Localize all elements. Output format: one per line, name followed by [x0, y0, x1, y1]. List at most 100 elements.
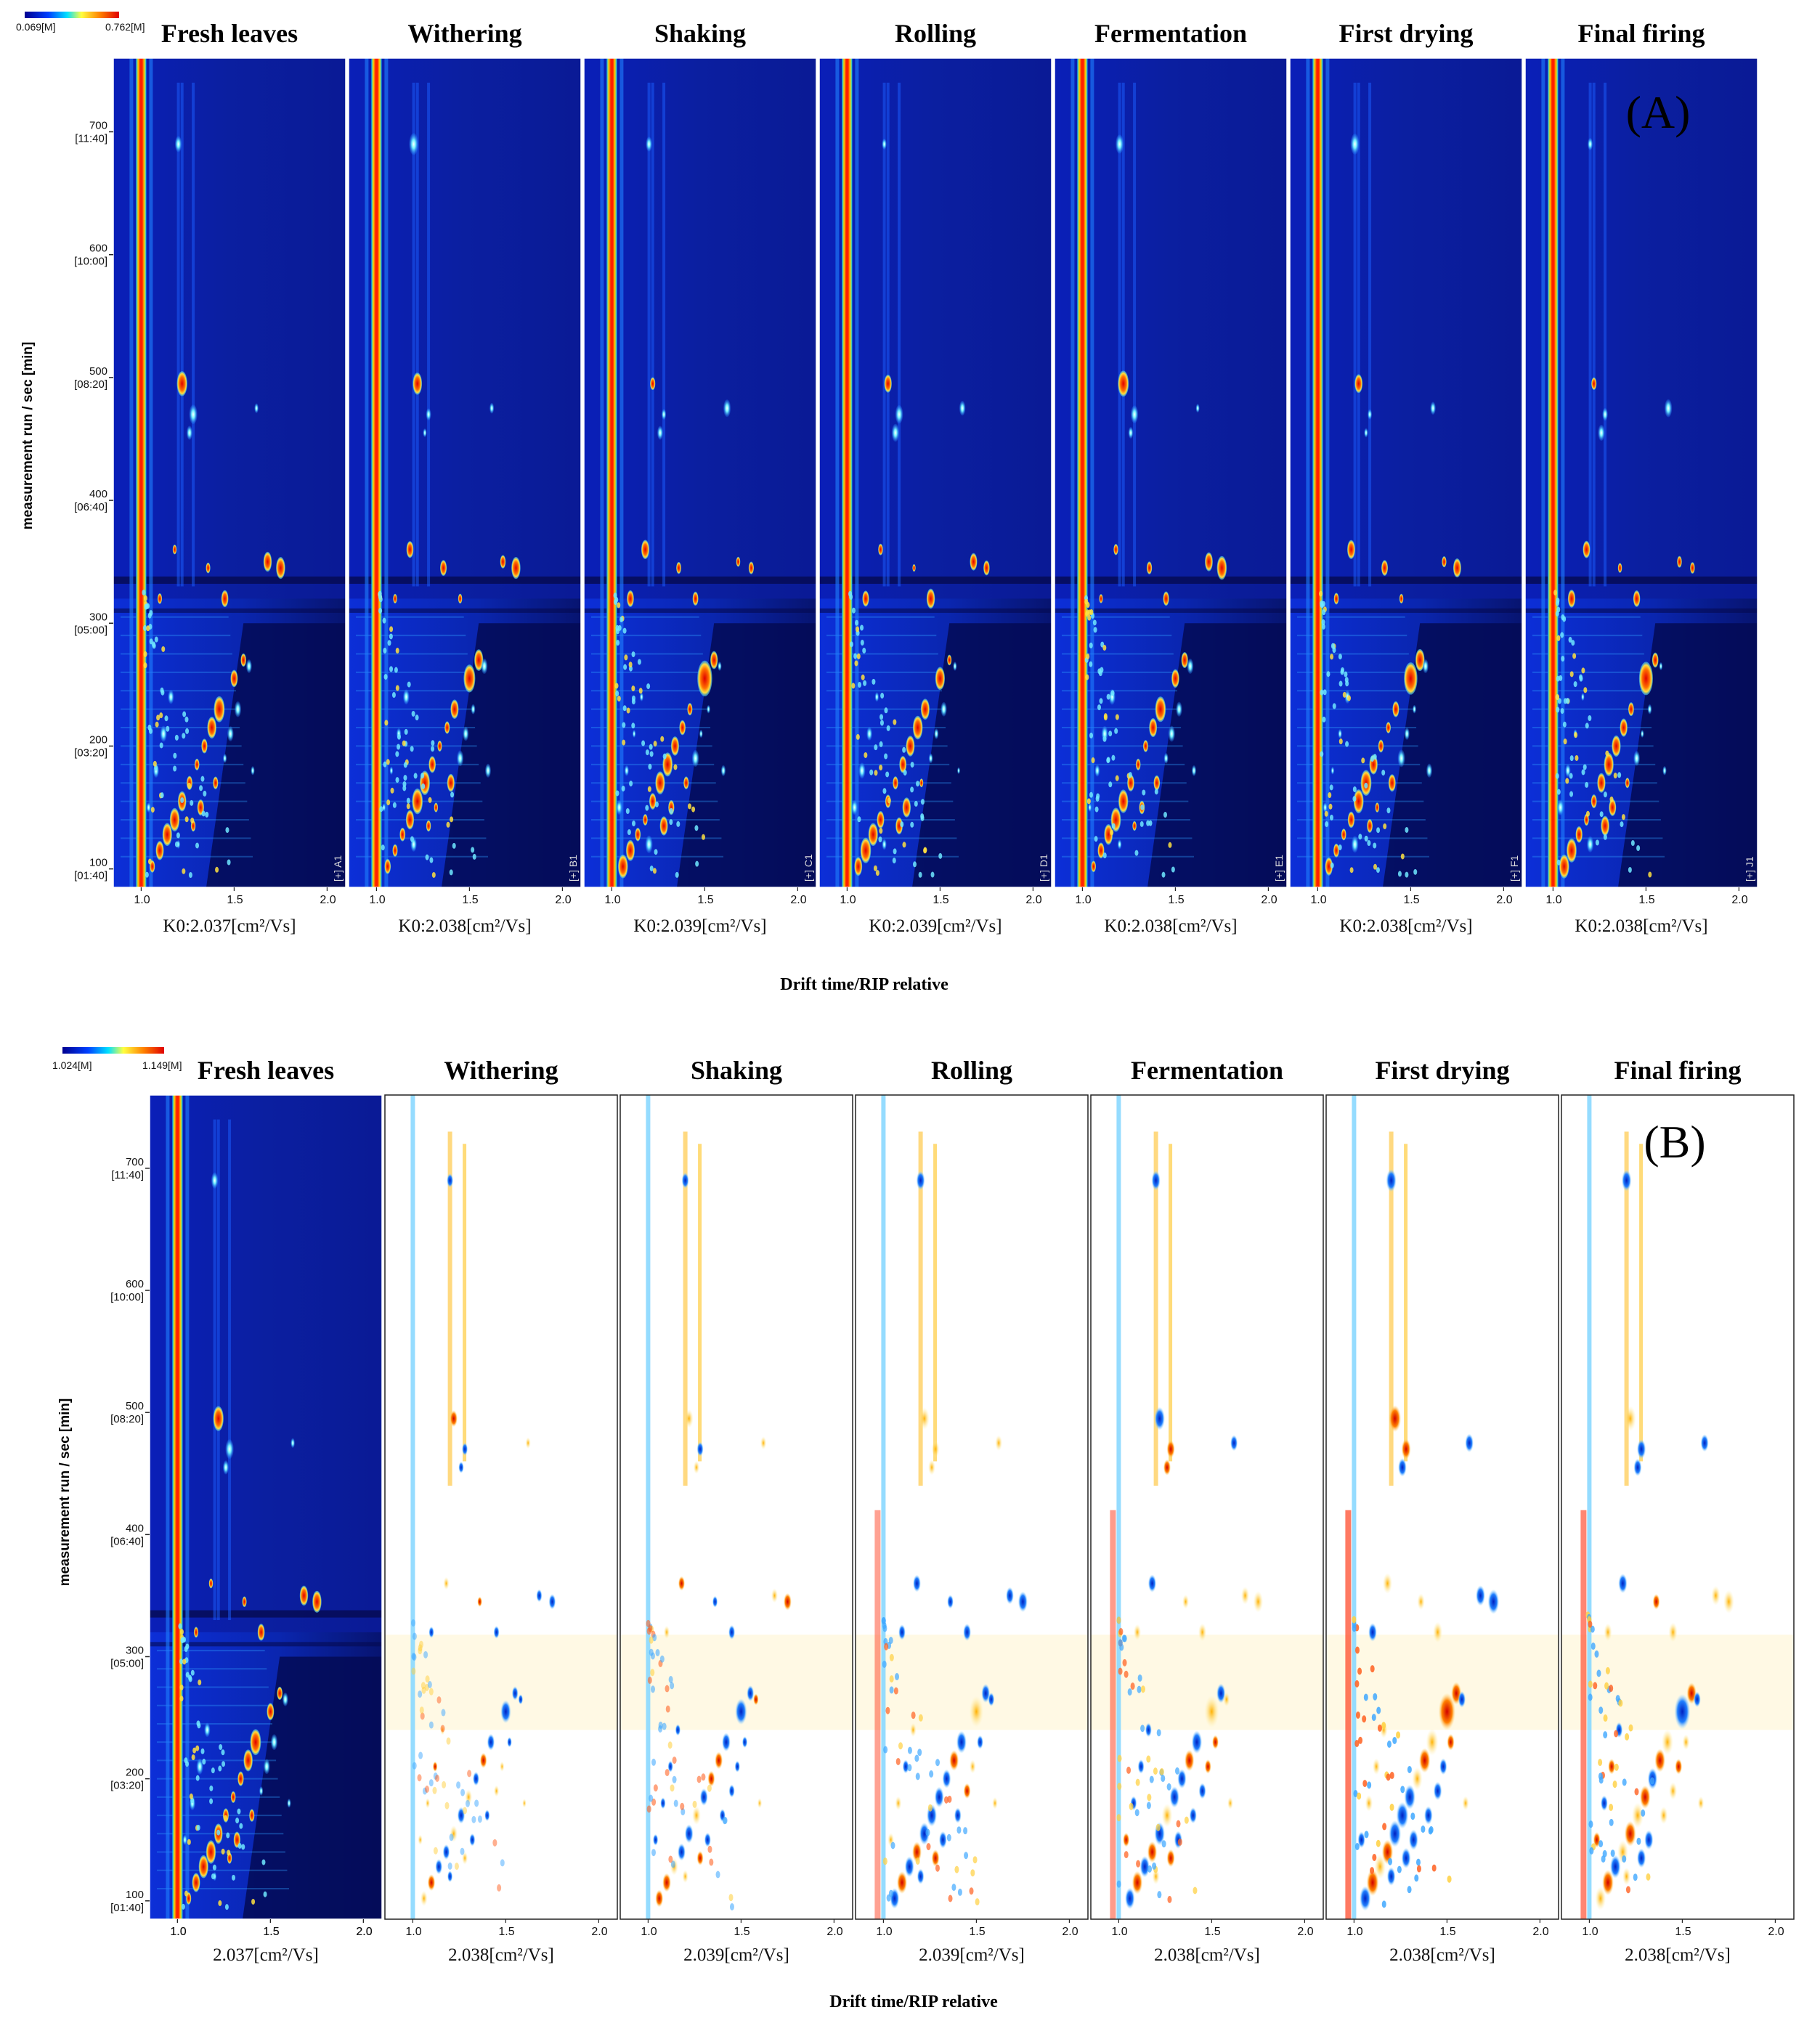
difference-spot [1654, 1749, 1666, 1772]
x-tick-label: 1.5 [1439, 1926, 1455, 1938]
heatmap-panel-fresh-leaves: Fresh leaves [+] A1 1.0 1.5 2.0 K0:2.037[cm²/… [113, 19, 346, 936]
minor-difference [471, 1815, 476, 1823]
peak-spot [1130, 405, 1139, 423]
minor-peak [179, 1684, 184, 1690]
peak-spot [736, 556, 741, 567]
minor-difference [707, 1845, 712, 1853]
minor-peak [211, 1767, 215, 1774]
peak-spot [659, 816, 668, 836]
minor-difference [665, 1705, 670, 1713]
difference-spot [1227, 1796, 1233, 1810]
difference-spot [1151, 1171, 1161, 1191]
peak-spot [1426, 763, 1432, 778]
minor-difference [1117, 1783, 1122, 1791]
difference-spot [1139, 1855, 1150, 1878]
difference-spot [1223, 1692, 1230, 1707]
dark-band [113, 608, 346, 613]
minor-peak [397, 733, 401, 740]
minor-peak [261, 1859, 266, 1865]
minor-difference [1118, 1667, 1123, 1675]
minor-peak [1328, 792, 1332, 799]
difference-spot [954, 1807, 962, 1823]
minor-peak [863, 680, 867, 686]
difference-spot [721, 1733, 731, 1752]
minor-peak [615, 691, 619, 697]
minor-peak [1108, 781, 1113, 788]
minor-peak [1089, 661, 1093, 667]
difference-background [620, 1095, 853, 1919]
minor-peak [938, 852, 943, 859]
peak-spot [866, 727, 872, 741]
minor-peak [623, 664, 627, 670]
minor-peak [649, 751, 654, 757]
minor-difference [454, 1863, 459, 1871]
minor-difference [1603, 1714, 1608, 1722]
minor-difference [1177, 1838, 1182, 1846]
x-tick-label: 1.0 [1346, 1926, 1362, 1938]
peak-spot [254, 403, 259, 413]
panel-title: Fermentation [1131, 1056, 1283, 1085]
minor-peak [1168, 842, 1172, 848]
minor-peak [903, 770, 907, 776]
x-tick-label: 1.0 [1075, 894, 1091, 906]
panel-frame [1325, 1094, 1559, 1920]
difference-spot [536, 1589, 543, 1603]
minor-peak [1115, 775, 1119, 781]
peak-spot [1350, 134, 1360, 155]
difference-spot [678, 1576, 686, 1591]
peak-spot [406, 541, 414, 558]
minor-difference [1161, 1840, 1166, 1848]
peak-spot [891, 423, 900, 442]
tail-streak [1357, 82, 1360, 587]
peak-spot [439, 560, 447, 577]
minor-peak [182, 868, 186, 874]
peak-spot [1381, 560, 1389, 576]
difference-spot [1006, 1587, 1014, 1605]
minor-difference [432, 1786, 437, 1794]
tail-streak [1353, 82, 1357, 587]
dark-band [819, 608, 1052, 613]
peak-spot [895, 404, 903, 424]
peak-spot [474, 649, 484, 671]
panel-title: First drying [1339, 19, 1474, 48]
minor-difference [956, 1826, 962, 1834]
minor-peak [902, 842, 906, 848]
minor-difference [935, 1864, 940, 1872]
difference-spot [1137, 1759, 1145, 1774]
minor-peak [202, 1759, 206, 1765]
minor-peak [188, 872, 192, 879]
minor-difference [668, 1855, 673, 1863]
difference-spot [988, 1692, 995, 1706]
minor-peak [237, 1843, 242, 1849]
minor-difference [1371, 1714, 1376, 1722]
minor-difference [1193, 1886, 1198, 1894]
minor-difference [1598, 1772, 1603, 1780]
minor-difference [1415, 1858, 1421, 1866]
minor-difference [1628, 1724, 1633, 1732]
k0-label: 2.038[cm²/Vs] [448, 1945, 554, 1965]
peak-spot [1392, 701, 1399, 717]
peak-spot [646, 137, 652, 152]
panel-frame [1090, 1094, 1324, 1920]
peak-spot [655, 771, 665, 795]
minor-peak [1569, 755, 1574, 762]
minor-peak [391, 692, 396, 699]
minor-peak [856, 653, 861, 659]
peak-spot [221, 590, 229, 608]
difference-spot [896, 1871, 908, 1894]
minor-peak [930, 871, 935, 878]
peak-spot [884, 374, 892, 393]
minor-difference [943, 1796, 948, 1804]
minor-difference [1377, 1724, 1382, 1732]
difference-spot [518, 1694, 524, 1705]
peak-spot [641, 540, 650, 560]
minor-peak [1110, 829, 1114, 836]
peak-spot [245, 659, 252, 673]
peak-spot [895, 817, 903, 835]
peak-spot [267, 1703, 275, 1721]
minor-difference [917, 1749, 922, 1757]
x-tick-label: 2.0 [1297, 1926, 1313, 1938]
peak-spot [902, 797, 911, 818]
panel-title: Final firing [1577, 19, 1705, 48]
minor-peak [379, 806, 383, 813]
